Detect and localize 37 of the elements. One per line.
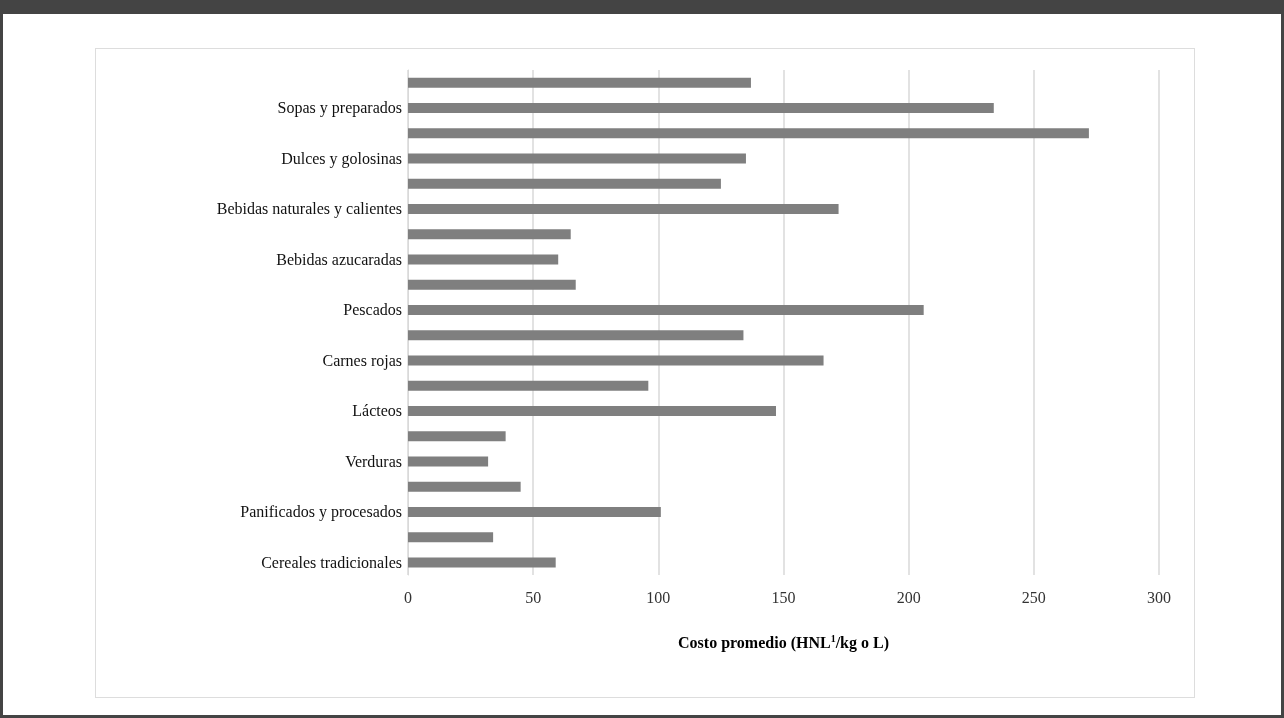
y-tick-label: Sopas y preparados — [277, 99, 402, 118]
y-tick-label: Dulces y golosinas — [281, 149, 402, 168]
x-tick-label: 300 — [1147, 588, 1171, 606]
y-tick-label: Cereales tradicionales — [261, 553, 402, 571]
bar — [408, 532, 494, 543]
bar — [408, 304, 924, 315]
x-tick-label: 50 — [525, 588, 542, 606]
bar — [408, 355, 824, 366]
bar — [408, 254, 559, 265]
y-tick-label: Bebidas azucaradas — [276, 250, 402, 268]
bar — [408, 77, 751, 88]
y-tick-label: Verduras — [345, 452, 402, 470]
y-tick-label: Panificados y procesados — [240, 503, 402, 522]
bar — [408, 203, 839, 214]
bar — [408, 405, 776, 416]
x-tick-label: 100 — [646, 588, 671, 606]
bar — [408, 128, 1089, 139]
bar — [408, 506, 661, 517]
x-tick-label: 200 — [896, 588, 921, 606]
bar — [408, 229, 571, 240]
x-tick-label: 0 — [404, 588, 412, 606]
x-tick-label: 150 — [771, 588, 796, 606]
bar — [408, 557, 556, 568]
y-tick-label: Lácteos — [352, 402, 402, 420]
y-tick-label: Carnes rojas — [322, 351, 402, 370]
bar — [408, 102, 994, 113]
y-tick-label: Pescados — [343, 301, 402, 319]
bar — [408, 279, 576, 290]
bar — [408, 481, 521, 492]
bar — [408, 380, 649, 391]
bar — [408, 456, 489, 467]
bar — [408, 330, 744, 341]
bar — [408, 153, 746, 164]
bar — [408, 431, 506, 442]
bar — [408, 178, 721, 189]
y-tick-label: Bebidas naturales y calientes — [216, 200, 402, 219]
x-tick-label: 250 — [1021, 588, 1046, 606]
